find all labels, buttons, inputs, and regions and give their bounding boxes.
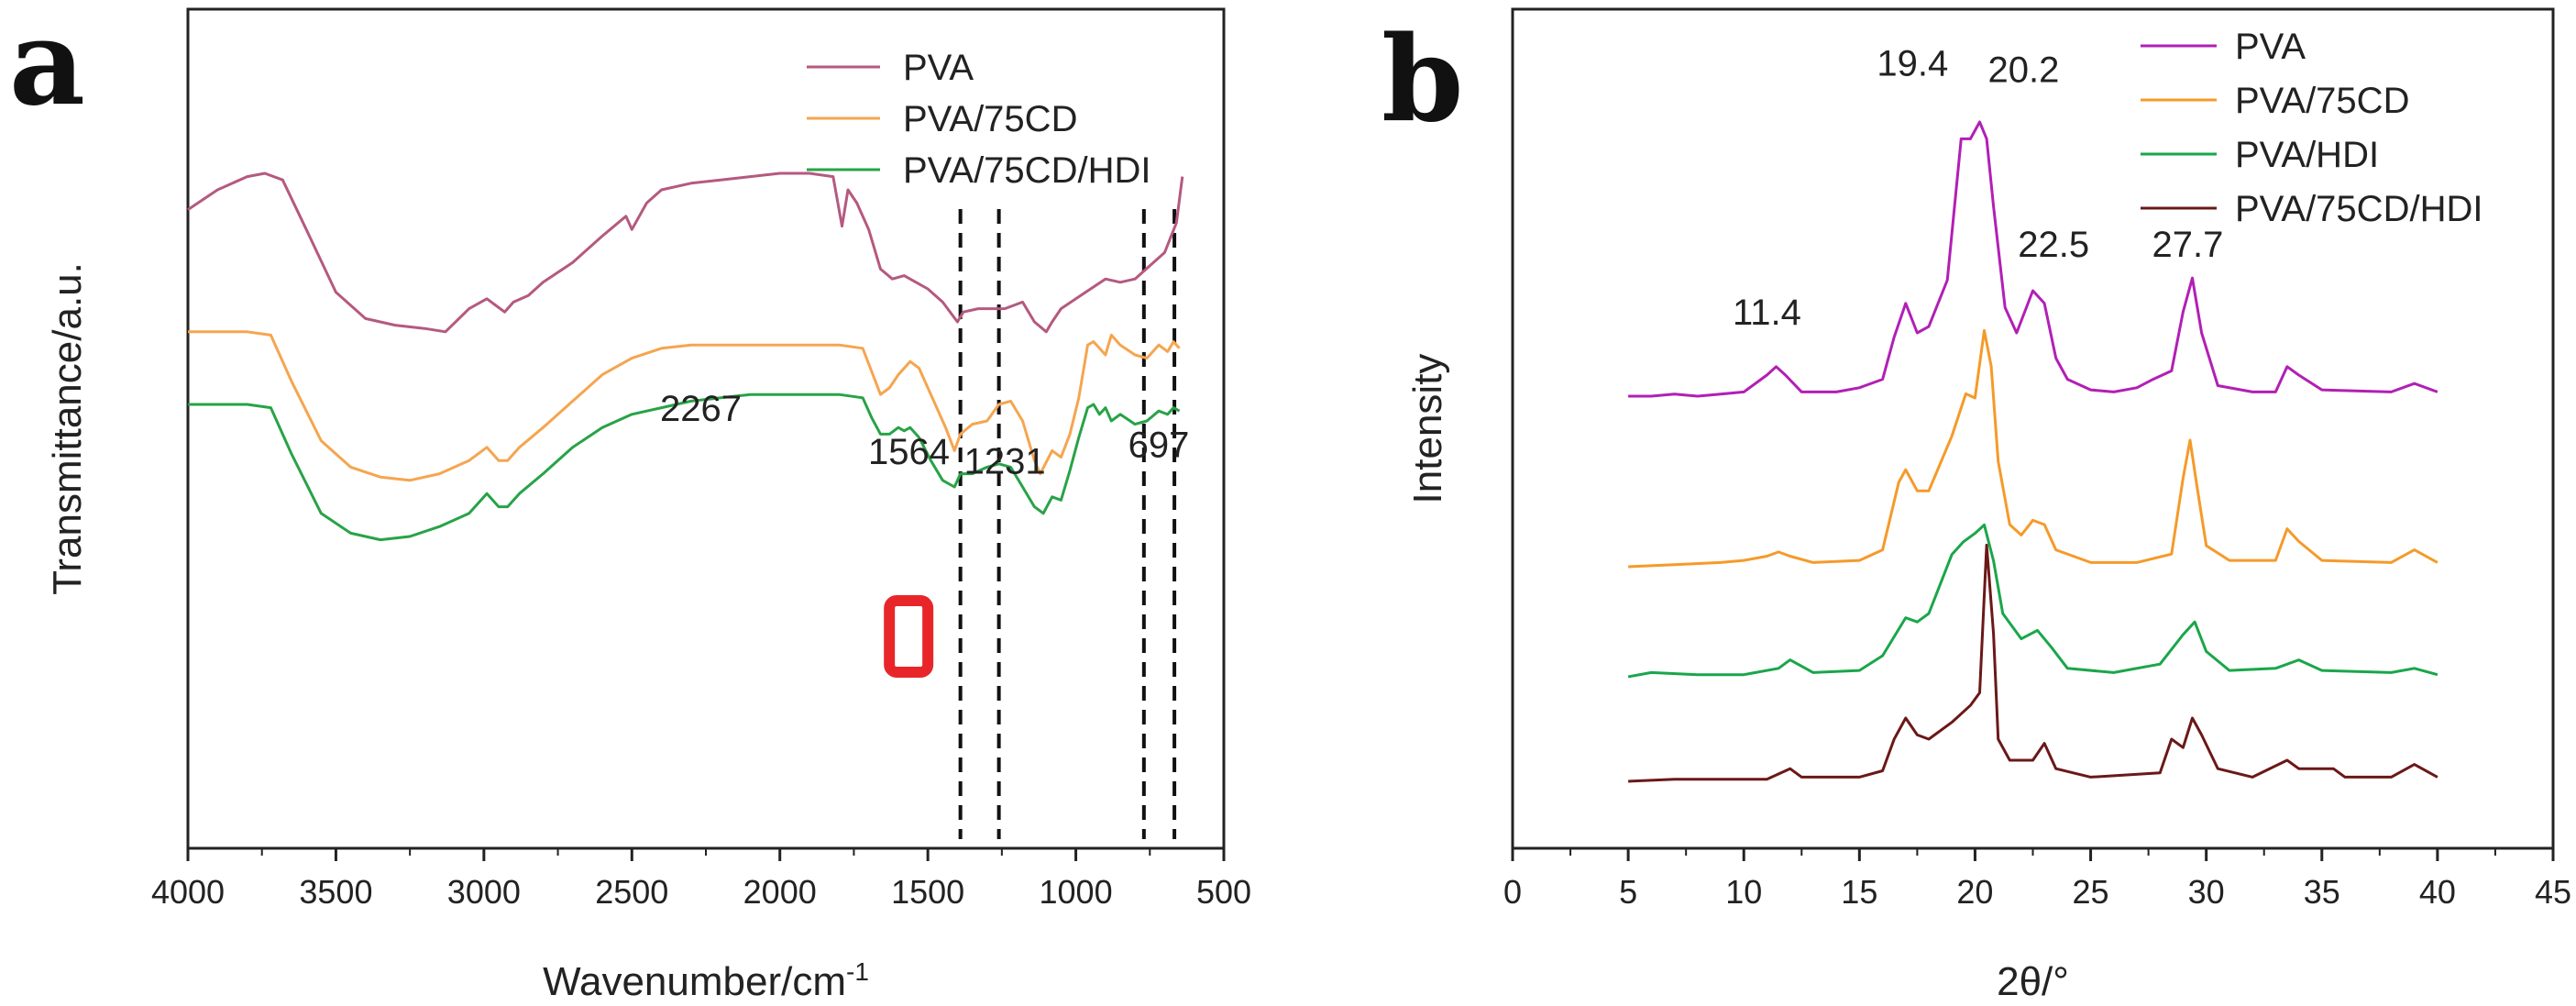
panel-b-annotation-11-4: 11.4 — [1733, 293, 1801, 333]
panel-b-series-pva — [1628, 120, 2438, 398]
panel-a-x-tick-label-2000: 2000 — [743, 873, 817, 911]
panel-a-reference-lines — [958, 209, 1177, 839]
panel-b-legend-label-pva: PVA — [2235, 27, 2306, 67]
panel-b-letter: b — [1382, 11, 1464, 149]
panel-a-x-label-superscript: -1 — [846, 957, 869, 986]
panel-b-x-tick-label-0: 0 — [1503, 873, 1522, 911]
panel-a-annotations: 2267 1564 1231 697 — [660, 389, 1190, 678]
panel-b-x-tick-label-40: 40 — [2419, 873, 2456, 911]
panel-a-x-tick-label-4000: 4000 — [151, 873, 225, 911]
panel-b-x-tick-label-20: 20 — [1956, 873, 1993, 911]
panel-a-annotation-2267: 2267 — [660, 389, 742, 429]
panel-a-x-label-main: Wavenumber/cm — [543, 959, 846, 1004]
panel-a-ftir-chart: a 4000 3500 3000 2500 2000 1500 1000 500 2267 15… — [9, 0, 1251, 1004]
panel-b-x-axis-label: 2θ/° — [1997, 959, 2069, 1004]
panel-a-legend-label-pva-75cd-hdi: PVA/75CD/HDI — [903, 150, 1150, 191]
panel-a-y-axis-label: Transmittance/a.u. — [45, 262, 90, 595]
panel-b-series-pva-75cd — [1628, 328, 2438, 569]
panel-a-annotation-1564: 1564 — [868, 432, 950, 472]
panel-a-series-pva-75cd-hdi — [188, 392, 1181, 542]
panel-a-series-pva — [187, 171, 1184, 334]
panel-b-series-group — [1627, 120, 2438, 783]
panel-a-series-group — [187, 171, 1184, 542]
panel-b-annotation-20-2: 20.2 — [1987, 50, 2059, 90]
panel-b-annotation-27-7: 27.7 — [2152, 225, 2224, 265]
panel-a-x-tick-label-2500: 2500 — [595, 873, 668, 911]
panel-a-annotation-1231: 1231 — [964, 442, 1046, 482]
panel-b-x-tick-label-25: 25 — [2073, 873, 2109, 911]
panel-b-x-ticks: 0 5 10 15 20 25 30 35 40 45 — [1503, 848, 2571, 911]
panel-a-letter: a — [9, 0, 85, 132]
panel-b-series-pva-hdi — [1627, 523, 2438, 679]
panel-b-legend: PVA PVA/75CD PVA/HDI PVA/75CD/HDI — [2141, 27, 2482, 229]
panel-b-x-tick-label-15: 15 — [1841, 873, 1877, 911]
panel-b-x-tick-label-5: 5 — [1619, 873, 1637, 911]
panel-a-x-tick-label-1500: 1500 — [891, 873, 964, 911]
panel-b-xrd-chart: b 0 5 10 15 20 25 30 35 40 45 19.4 20.2 22.5 27.7 11.… — [1382, 7, 2571, 1004]
panel-b-legend-label-pva-75cd: PVA/75CD — [2235, 81, 2409, 121]
panel-a-legend: PVA PVA/75CD PVA/75CD/HDI — [807, 48, 1150, 191]
panel-b-x-tick-label-10: 10 — [1725, 873, 1762, 911]
panel-b-legend-label-pva-hdi: PVA/HDI — [2235, 135, 2379, 175]
panel-b-annotation-22-5: 22.5 — [2018, 225, 2089, 265]
panel-a-x-ticks: 4000 3500 3000 2500 2000 1500 1000 500 — [151, 848, 1251, 911]
panel-a-x-tick-label-3000: 3000 — [447, 873, 521, 911]
panel-b-series-pva-75cd-hdi — [1628, 543, 2438, 783]
panel-a-x-tick-label-3500: 3500 — [299, 873, 372, 911]
panel-a-series-pva-75cd — [188, 330, 1181, 482]
panel-a-legend-label-pva: PVA — [903, 48, 974, 88]
panel-b-x-tick-label-35: 35 — [2304, 873, 2340, 911]
panel-a-highlight-box — [884, 595, 934, 678]
panel-b-y-axis-label: Intensity — [1405, 354, 1450, 504]
panel-a-x-axis-label: Wavenumber/cm-1 — [543, 957, 869, 1004]
panel-a-x-tick-label-1000: 1000 — [1040, 873, 1113, 911]
panel-b-annotation-19-4: 19.4 — [1877, 43, 1948, 83]
panel-b-legend-label-pva-75cd-hdi: PVA/75CD/HDI — [2235, 189, 2482, 229]
panel-b-plot-frame — [1511, 7, 2555, 850]
panel-a-annotation-697: 697 — [1128, 426, 1190, 466]
panel-a-legend-label-pva-75cd: PVA/75CD — [903, 99, 1077, 139]
panel-b-x-tick-label-30: 30 — [2188, 873, 2225, 911]
panel-a-x-tick-label-500: 500 — [1196, 873, 1251, 911]
panel-b-x-tick-label-45: 45 — [2535, 873, 2571, 911]
panel-b-annotations: 19.4 20.2 22.5 27.7 11.4 — [1733, 43, 2223, 332]
